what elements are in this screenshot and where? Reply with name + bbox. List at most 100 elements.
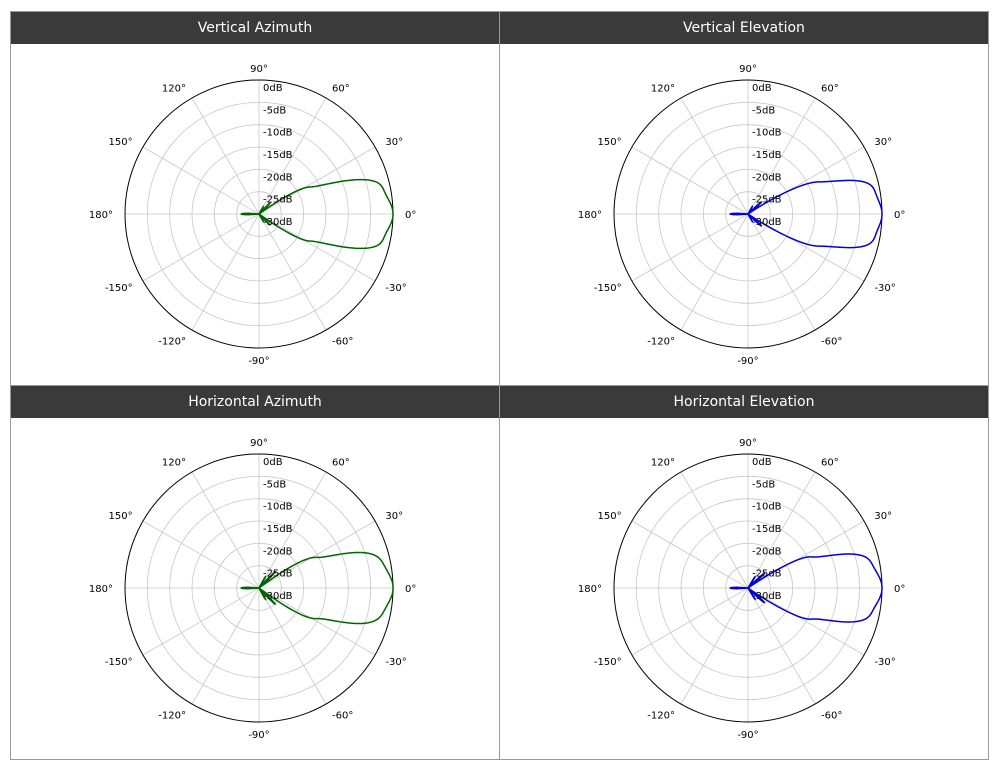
radial-tick-label: -10dB (263, 502, 293, 513)
angle-tick-label: 60° (332, 458, 350, 469)
radial-tick-label: -5dB (263, 105, 286, 116)
pattern-trace (729, 553, 883, 623)
angle-tick-label: 30° (874, 137, 892, 148)
radial-tick-label: 0dB (752, 457, 772, 468)
panel-vertical-azimuth: Vertical Azimuth 0° 30° 60° 90° 120° 150° 180°… (11, 12, 500, 386)
angular-grid-line (747, 213, 816, 331)
angle-tick-label: 180° (89, 584, 113, 595)
angular-grid-line (191, 213, 260, 331)
angle-tick-label: -30° (385, 283, 406, 294)
angle-tick-label: -30° (385, 657, 406, 668)
radial-tick-label: -25dB (752, 195, 782, 206)
angle-tick-label: -150° (594, 657, 622, 668)
radial-tick-label: 0dB (263, 83, 283, 94)
angle-tick-label: 60° (332, 84, 350, 95)
radial-tick-label: -30dB (263, 217, 293, 228)
angular-grid-line (631, 520, 749, 589)
angular-grid-line (258, 587, 327, 705)
angle-tick-label: -30° (874, 657, 895, 668)
panel-title: Vertical Elevation (500, 12, 988, 44)
angular-grid-line (747, 213, 865, 282)
radial-tick-label: -10dB (752, 128, 782, 139)
angular-grid-line (747, 587, 865, 656)
angular-grid-line (191, 471, 260, 589)
angular-grid-line (258, 146, 376, 215)
radial-tick-label: -25dB (752, 569, 782, 580)
angle-tick-label: 120° (651, 84, 675, 95)
angular-grid-line (680, 587, 749, 705)
angular-grid-line (258, 213, 327, 331)
angular-grid-line (747, 97, 816, 215)
angle-tick-label: -90° (248, 356, 269, 367)
angle-tick-label: 150° (109, 137, 133, 148)
angular-grid-line (680, 97, 749, 215)
angular-grid-line (191, 97, 260, 215)
angular-grid-line (680, 213, 749, 331)
angle-tick-label: -60° (332, 710, 353, 721)
angle-tick-label: 120° (162, 458, 186, 469)
radial-tick-label: -20dB (263, 546, 293, 557)
angular-grid-line (258, 471, 327, 589)
panel-title: Vertical Azimuth (11, 12, 499, 44)
angular-grid-line (680, 471, 749, 589)
radial-tick-label: -5dB (752, 479, 775, 490)
angle-tick-label: 90° (250, 64, 268, 75)
angle-tick-label: 30° (385, 137, 403, 148)
polar-svg: 0° 30° 60° 90° 120° 150° 180° -150° -120° -90° -60… (89, 64, 416, 367)
angle-tick-label: -120° (158, 710, 186, 721)
angular-grid-line (142, 146, 260, 215)
radial-tick-label: 0dB (263, 457, 283, 468)
angle-tick-label: 0° (894, 584, 905, 595)
angular-grid-line (631, 146, 749, 215)
angle-tick-label: 0° (405, 210, 416, 221)
angular-grid-line (747, 471, 816, 589)
angle-tick-label: 90° (250, 438, 268, 449)
angle-tick-label: -90° (737, 730, 758, 741)
angle-tick-label: 30° (874, 511, 892, 522)
radial-tick-label: -20dB (263, 172, 293, 183)
angular-grid-line (747, 146, 865, 215)
antenna-pattern-grid: Vertical Azimuth 0° 30° 60° 90° 120° 150° 180°… (10, 11, 989, 760)
angular-grid-line (258, 213, 376, 282)
radial-tick-label: -10dB (752, 502, 782, 513)
angle-tick-label: 120° (651, 458, 675, 469)
radial-tick-label: -20dB (752, 546, 782, 557)
radial-tick-label: -5dB (752, 105, 775, 116)
radial-tick-label: -5dB (263, 479, 286, 490)
radial-tick-label: -25dB (263, 195, 293, 206)
pattern-trace (240, 178, 394, 250)
angular-grid-line (258, 520, 376, 589)
angle-tick-label: -90° (737, 356, 758, 367)
panel-vertical-elevation: Vertical Elevation 0° 30° 60° 90° 120° 150° 18… (500, 12, 988, 386)
angle-tick-label: 150° (598, 511, 622, 522)
angular-grid-line (631, 213, 749, 282)
angle-tick-label: 0° (894, 210, 905, 221)
panel-horizontal-azimuth: Horizontal Azimuth 0° 30° 60° 90° 120° 150° 18… (11, 386, 500, 759)
angle-tick-label: -30° (874, 283, 895, 294)
radial-tick-label: -20dB (752, 172, 782, 183)
angle-tick-label: -60° (332, 336, 353, 347)
radial-tick-label: -30dB (752, 591, 782, 602)
angle-tick-label: 180° (578, 584, 602, 595)
angle-tick-label: 180° (578, 210, 602, 221)
angle-tick-label: -90° (248, 730, 269, 741)
polar-chart-horizontal-elevation: 0° 30° 60° 90° 120° 150° 180° -150° -120° -90° -60… (500, 418, 988, 758)
panel-title: Horizontal Azimuth (11, 386, 499, 418)
angle-tick-label: -120° (647, 336, 675, 347)
angular-grid-line (747, 587, 816, 705)
polar-svg: 0° 30° 60° 90° 120° 150° 180° -150° -120° -90° -60… (578, 64, 905, 367)
angle-tick-label: 180° (89, 210, 113, 221)
polar-chart-horizontal-azimuth: 0° 30° 60° 90° 120° 150° 180° -150° -120° -90° -60… (11, 418, 499, 758)
angular-grid-line (258, 97, 327, 215)
angular-grid-line (142, 587, 260, 656)
pattern-trace (240, 551, 394, 625)
angular-grid-line (631, 587, 749, 656)
panel-title: Horizontal Elevation (500, 386, 988, 418)
angle-tick-label: 30° (385, 511, 403, 522)
radial-tick-label: -15dB (752, 150, 782, 161)
radial-tick-label: -15dB (752, 524, 782, 535)
angle-tick-label: 0° (405, 584, 416, 595)
panel-horizontal-elevation: Horizontal Elevation 0° 30° 60° 90° 120° 150°… (500, 386, 988, 759)
angle-tick-label: 120° (162, 84, 186, 95)
angle-tick-label: -120° (158, 336, 186, 347)
